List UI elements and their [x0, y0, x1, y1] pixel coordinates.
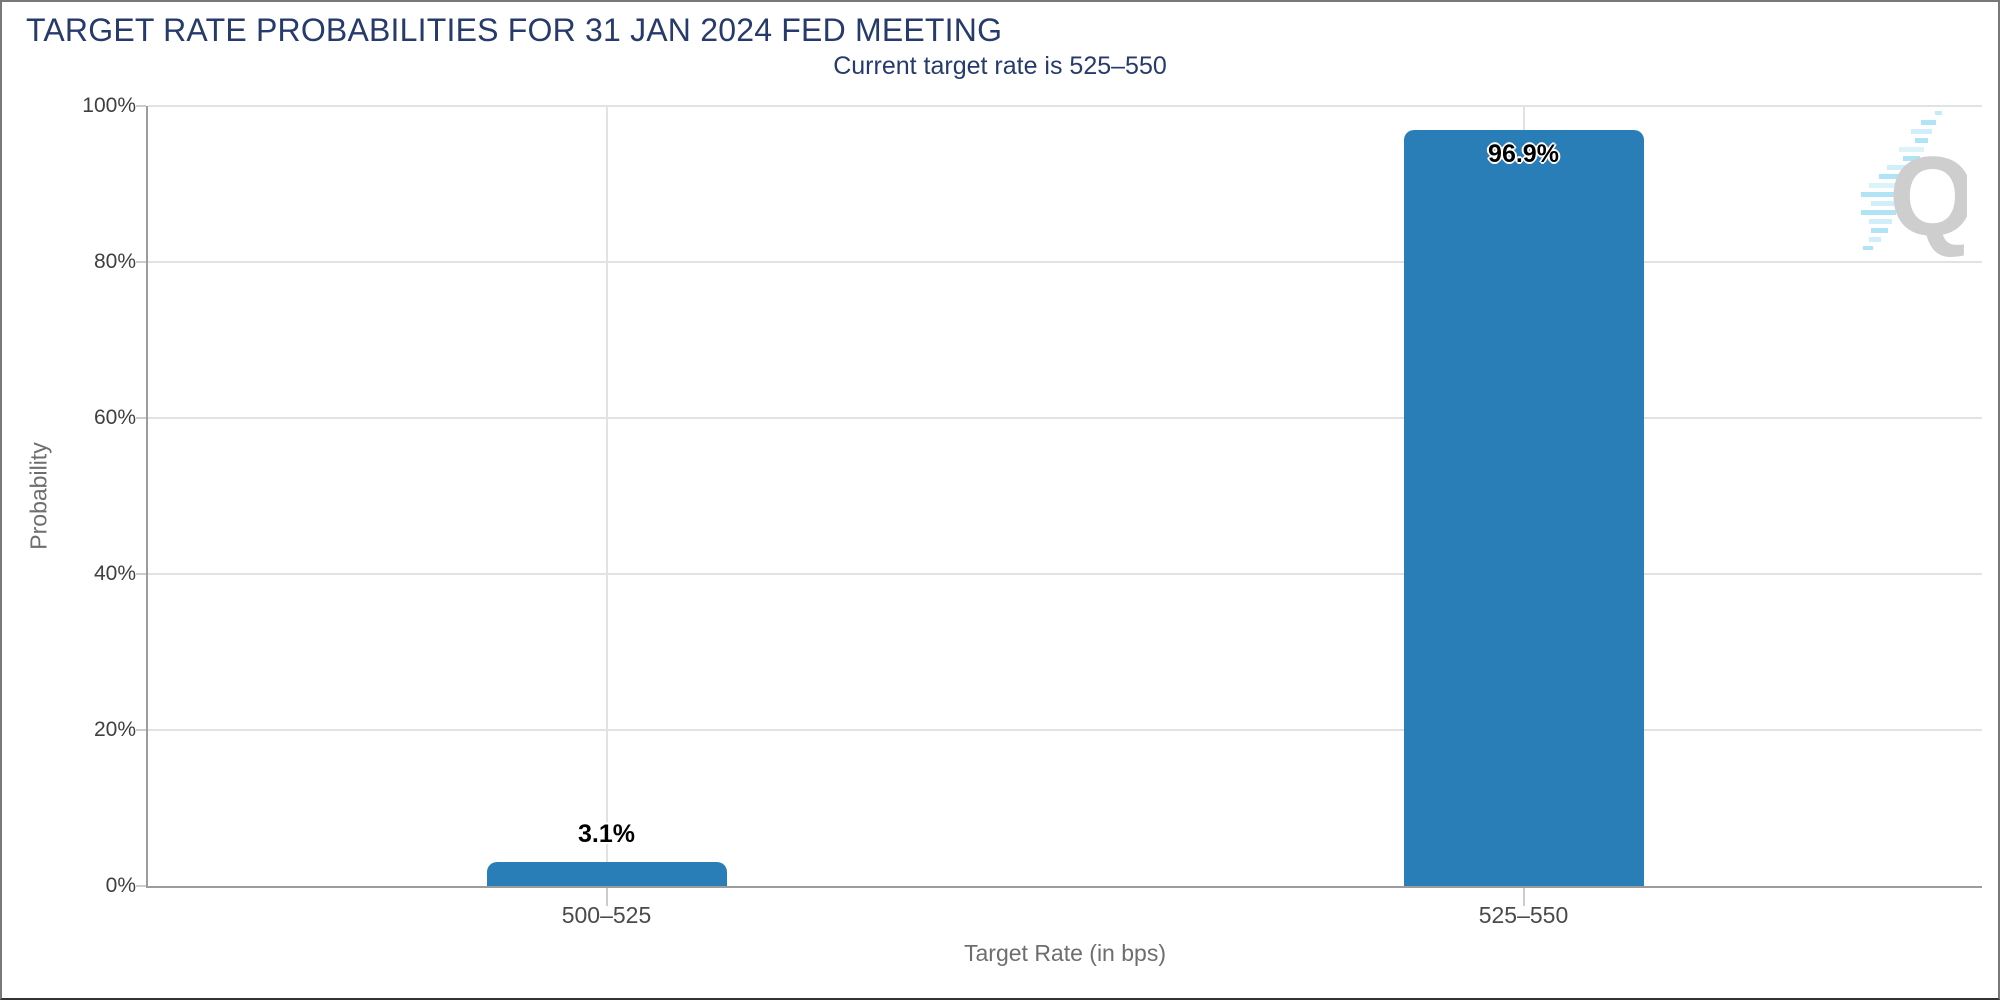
probability-bar[interactable] [486, 861, 727, 886]
y-axis-line [146, 106, 148, 888]
bar-value-label: 96.9% [1488, 140, 1559, 169]
y-tick-label: 20% [93, 718, 136, 741]
x-axis-line [146, 886, 1982, 888]
y-gridline [148, 573, 1982, 575]
y-gridline [148, 729, 1982, 731]
y-tick-mark [136, 573, 146, 575]
y-tick-mark [136, 261, 146, 263]
y-tick-mark [136, 417, 146, 419]
chart-title: TARGET RATE PROBABILITIES FOR 31 JAN 202… [26, 12, 1003, 48]
y-tick-mark [136, 885, 146, 887]
y-tick-mark [136, 105, 146, 107]
x-category-label: 525–550 [1478, 902, 1569, 928]
y-tick-label: 0% [105, 874, 136, 897]
y-tick-label: 40% [93, 562, 136, 585]
y-axis-title: Probability [25, 442, 52, 550]
y-tick-label: 80% [93, 250, 136, 273]
x-gridline [605, 106, 608, 886]
x-category-label: 500–525 [561, 902, 652, 928]
y-gridline [148, 105, 1982, 107]
x-axis-title: Target Rate (in bps) [964, 940, 1166, 966]
bar-value-label: 3.1% [578, 819, 635, 848]
y-gridline [148, 417, 1982, 419]
probability-bar[interactable] [1403, 130, 1644, 886]
y-tick-label: 60% [93, 406, 136, 429]
x-tick-mark [1522, 888, 1525, 906]
y-tick-mark [136, 729, 146, 731]
x-tick-mark [605, 888, 608, 906]
y-tick-label: 100% [82, 94, 136, 117]
chart-subtitle: Current target rate is 525–550 [833, 52, 1167, 80]
y-gridline [148, 261, 1982, 263]
